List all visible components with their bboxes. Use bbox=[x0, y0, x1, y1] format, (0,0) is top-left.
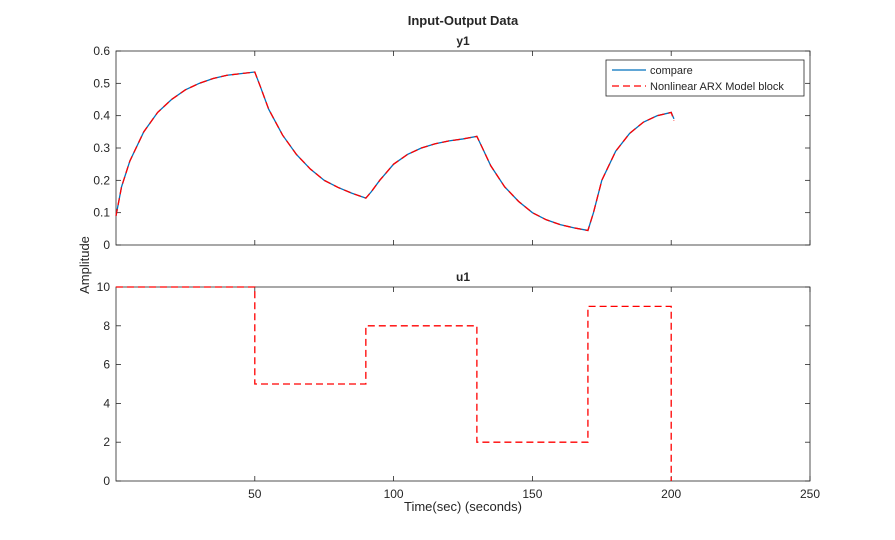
subplot-title: y1 bbox=[456, 34, 470, 48]
x-axis-label: Time(sec) (seconds) bbox=[404, 499, 522, 514]
y-tick-label: 0.3 bbox=[93, 141, 110, 155]
y-tick-label: 2 bbox=[103, 435, 110, 449]
y-tick-label: 0.5 bbox=[93, 76, 110, 90]
x-tick-label: 100 bbox=[384, 487, 404, 501]
x-tick-label: 150 bbox=[522, 487, 542, 501]
y-tick-label: 8 bbox=[103, 319, 110, 333]
y-tick-label: 0 bbox=[103, 238, 110, 252]
x-tick-label: 250 bbox=[800, 487, 820, 501]
plots: y1 0 0.1 0.2 0.3 0.4 0.5 0.6 compare Nonlinear AR… bbox=[93, 34, 820, 501]
legend-entry: Nonlinear ARX Model block bbox=[650, 81, 784, 93]
y-tick-label: 6 bbox=[103, 358, 110, 372]
y-tick-label: 10 bbox=[97, 280, 111, 294]
y-axis-label: Amplitude bbox=[77, 236, 92, 294]
y-tick-label: 4 bbox=[103, 396, 110, 410]
x-tick-label: 200 bbox=[661, 487, 681, 501]
legend-box bbox=[605, 59, 805, 97]
y-tick-label: 0 bbox=[103, 474, 110, 488]
axes-u1: u1 0 2 4 6 8 10 50 100 150 200 250 bbox=[97, 270, 821, 501]
x-tick-label: 50 bbox=[248, 487, 262, 501]
series-line-nonlinear-arx-model-block bbox=[115, 71, 675, 232]
y-tick-label: 0.2 bbox=[93, 173, 110, 187]
legend: compare Nonlinear ARX Model block bbox=[605, 59, 805, 97]
subplot-title: u1 bbox=[456, 270, 470, 284]
y-tick-label: 0.4 bbox=[93, 109, 110, 123]
legend-entry: compare bbox=[650, 65, 693, 77]
axes-box bbox=[115, 286, 811, 482]
series-line-u1 bbox=[116, 286, 672, 481]
y-tick-label: 0.1 bbox=[93, 206, 110, 220]
y-tick-label: 0.6 bbox=[93, 44, 110, 58]
axes-y1: y1 0 0.1 0.2 0.3 0.4 0.5 0.6 compare Nonlinear AR… bbox=[93, 34, 811, 252]
figure-title: Input-Output Data bbox=[408, 13, 519, 28]
